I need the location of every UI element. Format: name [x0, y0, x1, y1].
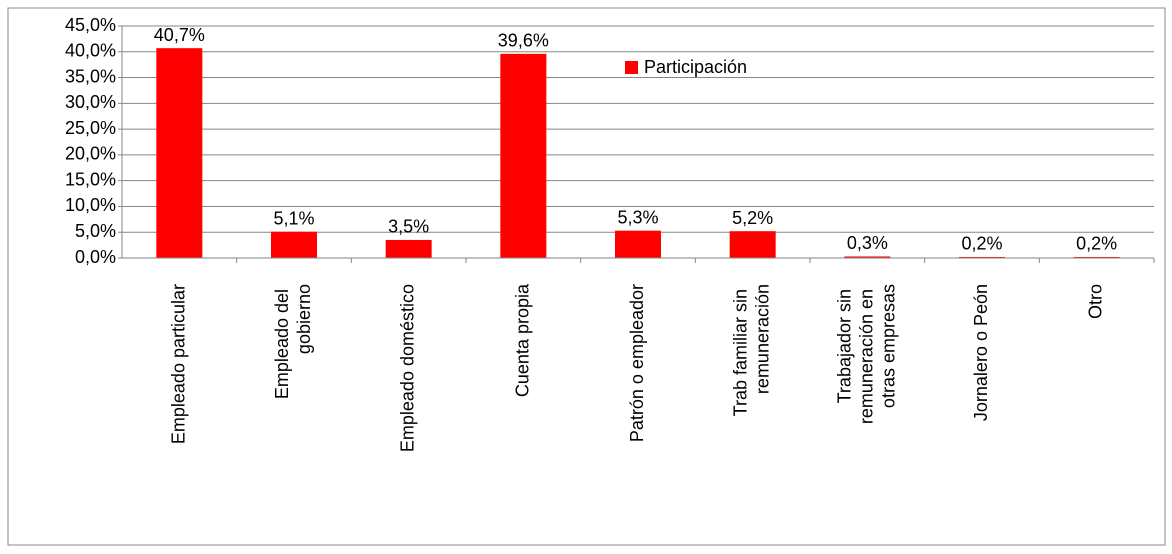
y-tick-label: 20,0% — [65, 144, 116, 164]
bar — [615, 230, 661, 258]
legend-swatch — [625, 61, 638, 74]
y-tick-label: 40,0% — [65, 41, 116, 61]
bar — [500, 53, 547, 259]
x-tick-label: Cuenta propia — [512, 283, 532, 397]
x-tick-label: Trab familiar sin remuneración — [730, 284, 772, 416]
bar — [271, 231, 317, 258]
bar — [1073, 256, 1120, 258]
data-label: 0,2% — [1076, 234, 1117, 254]
y-tick-label: 10,0% — [65, 195, 116, 215]
x-tick-label: Patrón o empleador — [627, 284, 647, 442]
bar — [959, 256, 1005, 258]
y-tick-label: 30,0% — [65, 92, 116, 112]
y-tick-label: 45,0% — [65, 15, 116, 35]
data-label: 0,3% — [847, 233, 888, 253]
data-label: 3,5% — [388, 217, 429, 237]
data-label: 40,7% — [154, 25, 205, 45]
data-label: 5,2% — [732, 208, 773, 228]
y-tick-label: 35,0% — [65, 66, 116, 86]
data-label: 5,1% — [273, 208, 314, 228]
y-tick-label: 5,0% — [75, 221, 116, 241]
x-tick-label: Jornalero o Peón — [971, 284, 991, 421]
data-label: 0,2% — [961, 234, 1002, 254]
data-label: 5,3% — [617, 207, 658, 227]
bar — [385, 239, 432, 258]
bar — [156, 48, 203, 259]
x-tick-label: Empleado del gobierno — [272, 284, 314, 399]
data-label: 39,6% — [498, 31, 549, 51]
y-tick-label: 0,0% — [75, 247, 116, 267]
x-tick-label: Trabajador sin remuneración en otras emp… — [834, 284, 898, 424]
x-tick-label: Empleado particular — [168, 284, 188, 444]
bar — [729, 231, 776, 258]
y-tick-label: 15,0% — [65, 169, 116, 189]
x-tick-label: Empleado doméstico — [397, 284, 417, 452]
bar — [844, 256, 891, 258]
x-tick-label: Otro — [1085, 284, 1105, 319]
y-tick-label: 25,0% — [65, 118, 116, 138]
legend-label: Participación — [644, 57, 747, 77]
